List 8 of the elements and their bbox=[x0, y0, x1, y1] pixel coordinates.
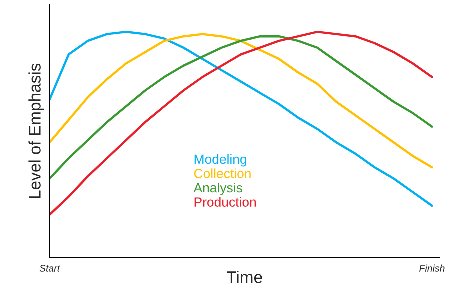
x-tick-label: Start bbox=[40, 265, 60, 272]
text: Production bbox=[194, 197, 256, 207]
x-axis-title: Time bbox=[226, 271, 262, 284]
text: Analysis bbox=[194, 182, 242, 196]
text: Collection bbox=[194, 168, 251, 178]
text: Modeling bbox=[194, 154, 246, 167]
y-axis-title: Level of Emphasis bbox=[28, 64, 44, 198]
x-tick-label: Finish bbox=[420, 264, 445, 272]
